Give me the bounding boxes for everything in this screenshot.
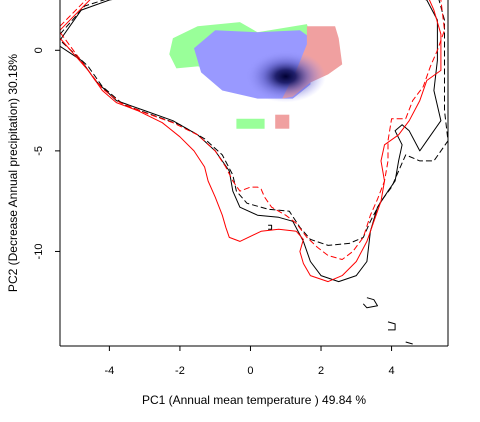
contour-lines bbox=[60, 0, 448, 345]
black-solid-contour-4 bbox=[362, 297, 378, 309]
plot-frame bbox=[59, 0, 449, 347]
red-dashed-contour-3 bbox=[60, 0, 445, 260]
plot-area bbox=[60, 0, 448, 345]
x-tick-label: 4 bbox=[389, 365, 395, 377]
y-axis-label: PC2 (Decrease Annual precipitation) 30.1… bbox=[6, 54, 20, 292]
x-tick-label: -2 bbox=[175, 365, 185, 377]
green-region-1 bbox=[236, 118, 265, 129]
black-solid-contour-5 bbox=[387, 321, 396, 331]
black-solid-contour-7 bbox=[405, 341, 413, 345]
black-solid-contour-6 bbox=[268, 224, 273, 230]
x-tick-label: -4 bbox=[104, 365, 114, 377]
y-axis: 0 -5 -10 bbox=[33, 47, 60, 259]
x-tick-label: 0 bbox=[247, 365, 253, 377]
y-tick-label: 0 bbox=[33, 47, 45, 53]
x-tick-label: 2 bbox=[318, 365, 324, 377]
y-tick-label: -5 bbox=[33, 146, 45, 156]
x-axis: -4 -2 0 2 4 bbox=[104, 346, 395, 377]
density-peak bbox=[245, 50, 326, 103]
x-axis-label: PC1 (Annual mean temperature ) 49.84 % bbox=[142, 393, 366, 407]
red-region-4 bbox=[275, 114, 290, 129]
y-tick-label: -10 bbox=[33, 244, 45, 260]
